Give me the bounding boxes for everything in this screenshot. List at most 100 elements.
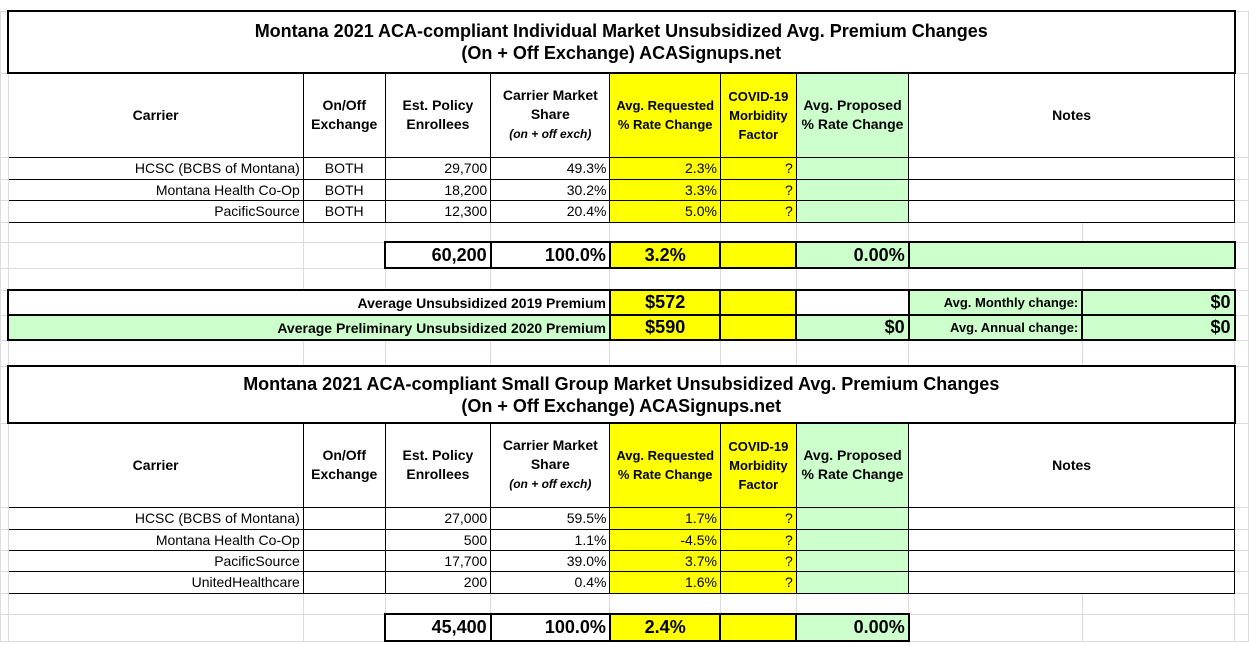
exchange[interactable]: BOTH (302, 178, 386, 201)
enrollees[interactable]: 18,200 (384, 178, 492, 201)
avg-2019-covid[interactable] (719, 289, 798, 316)
empty-cell[interactable] (302, 221, 386, 243)
requested-change[interactable]: 2.3% (609, 156, 721, 180)
total-covid[interactable] (719, 613, 798, 642)
header-enrollees[interactable]: Est. Policy Enrollees (384, 72, 492, 158)
market-share[interactable]: 30.2% (490, 178, 611, 201)
total-requested[interactable]: 3.2% (608, 241, 722, 269)
total-enrollees[interactable]: 60,200 (384, 241, 492, 269)
notes-cell[interactable] (908, 156, 1236, 180)
notes-cell[interactable] (908, 178, 1236, 201)
covid-factor[interactable]: ? (719, 570, 797, 594)
empty-cell[interactable] (795, 339, 910, 367)
carrier-name[interactable]: Montana Health Co-Op (7, 528, 304, 551)
empty-cell[interactable] (719, 339, 797, 367)
empty-cell[interactable] (908, 592, 1083, 615)
empty-cell[interactable] (795, 267, 910, 291)
exchange[interactable] (302, 528, 386, 551)
empty-cell[interactable] (719, 592, 797, 615)
total-enrollees[interactable]: 45,400 (384, 613, 492, 642)
empty-cell[interactable] (609, 221, 721, 243)
proposed-change[interactable] (795, 528, 910, 551)
carrier-name[interactable]: HCSC (BCBS of Montana) (7, 156, 304, 180)
empty-cell[interactable] (908, 267, 1083, 291)
proposed-change[interactable] (795, 156, 910, 180)
exchange[interactable]: BOTH (302, 156, 386, 180)
header-requested[interactable]: Avg. Requested % Rate Change (609, 72, 721, 158)
requested-change[interactable]: 5.0% (609, 199, 721, 223)
empty-cell[interactable] (7, 221, 304, 243)
empty-cell[interactable] (609, 267, 721, 291)
requested-change[interactable]: -4.5% (609, 528, 721, 551)
empty-cell[interactable] (384, 592, 492, 615)
requested-change[interactable]: 1.6% (609, 570, 721, 594)
requested-change[interactable]: 3.7% (609, 549, 721, 572)
total-covid[interactable] (719, 241, 798, 269)
avg-2019-label[interactable]: Average Unsubsidized 2019 Premium (7, 289, 611, 316)
empty-cell[interactable] (302, 267, 386, 291)
header-enrollees[interactable]: Est. Policy Enrollees (384, 422, 492, 508)
annual-change-label[interactable]: Avg. Annual change: (907, 314, 1084, 341)
empty-cell[interactable] (908, 221, 1083, 243)
market-share[interactable]: 0.4% (490, 570, 611, 594)
header-share[interactable]: Carrier Market Share (on + off exch) (490, 72, 611, 158)
empty-cell[interactable] (719, 221, 797, 243)
carrier-name[interactable]: UnitedHealthcare (7, 570, 304, 594)
empty-cell[interactable] (7, 613, 304, 642)
empty-cell[interactable] (490, 592, 611, 615)
empty-cell[interactable] (384, 221, 492, 243)
enrollees[interactable]: 500 (384, 528, 492, 551)
empty-cell[interactable] (719, 267, 797, 291)
exchange[interactable] (302, 570, 386, 594)
notes-cell[interactable] (908, 528, 1236, 551)
requested-change[interactable]: 3.3% (609, 178, 721, 201)
market-share[interactable]: 59.5% (490, 506, 611, 530)
exchange[interactable] (302, 549, 386, 572)
empty-cell[interactable] (1081, 592, 1236, 615)
total-proposed[interactable]: 0.00% (795, 613, 910, 642)
total-share[interactable]: 100.0% (489, 241, 611, 269)
carrier-name[interactable]: Montana Health Co-Op (7, 178, 304, 201)
empty-cell[interactable] (908, 339, 1083, 367)
empty-cell[interactable] (490, 267, 611, 291)
market-share[interactable]: 1.1% (490, 528, 611, 551)
proposed-change[interactable] (795, 199, 910, 223)
empty-cell[interactable] (490, 221, 611, 243)
avg-2019-proposed[interactable] (795, 289, 910, 316)
covid-factor[interactable]: ? (719, 506, 797, 530)
empty-cell[interactable] (7, 592, 304, 615)
empty-cell[interactable] (302, 241, 386, 269)
enrollees[interactable]: 200 (384, 570, 492, 594)
covid-factor[interactable]: ? (719, 549, 797, 572)
enrollees[interactable]: 12,300 (384, 199, 492, 223)
empty-cell[interactable] (1081, 339, 1236, 367)
header-carrier[interactable]: Carrier (7, 422, 304, 508)
carrier-name[interactable]: HCSC (BCBS of Montana) (7, 506, 304, 530)
header-carrier[interactable]: Carrier (7, 72, 304, 158)
notes-cell[interactable] (908, 570, 1236, 594)
total-proposed[interactable]: 0.00% (795, 241, 910, 269)
header-notes[interactable]: Notes (908, 72, 1236, 158)
exchange[interactable]: BOTH (302, 199, 386, 223)
monthly-change-label[interactable]: Avg. Monthly change: (907, 289, 1084, 316)
empty-cell[interactable] (7, 267, 304, 291)
header-covid[interactable]: COVID-19 Morbidity Factor (719, 422, 797, 508)
empty-cell[interactable] (384, 339, 492, 367)
header-notes[interactable]: Notes (908, 422, 1236, 508)
empty-cell[interactable] (302, 592, 386, 615)
empty-cell[interactable] (7, 241, 304, 269)
empty-cell[interactable] (302, 613, 386, 642)
header-share[interactable]: Carrier Market Share (on + off exch) (490, 422, 611, 508)
carrier-name[interactable]: PacificSource (7, 199, 304, 223)
empty-cell[interactable] (609, 339, 721, 367)
empty-cell[interactable] (609, 592, 721, 615)
header-proposed[interactable]: Avg. Proposed % Rate Change (795, 72, 910, 158)
enrollees[interactable]: 17,700 (384, 549, 492, 572)
total-requested[interactable]: 2.4% (608, 613, 722, 642)
requested-change[interactable]: 1.7% (609, 506, 721, 530)
exchange[interactable] (302, 506, 386, 530)
empty-cell[interactable] (490, 339, 611, 367)
proposed-change[interactable] (795, 549, 910, 572)
empty-cell[interactable] (1081, 267, 1236, 291)
covid-factor[interactable]: ? (719, 156, 797, 180)
